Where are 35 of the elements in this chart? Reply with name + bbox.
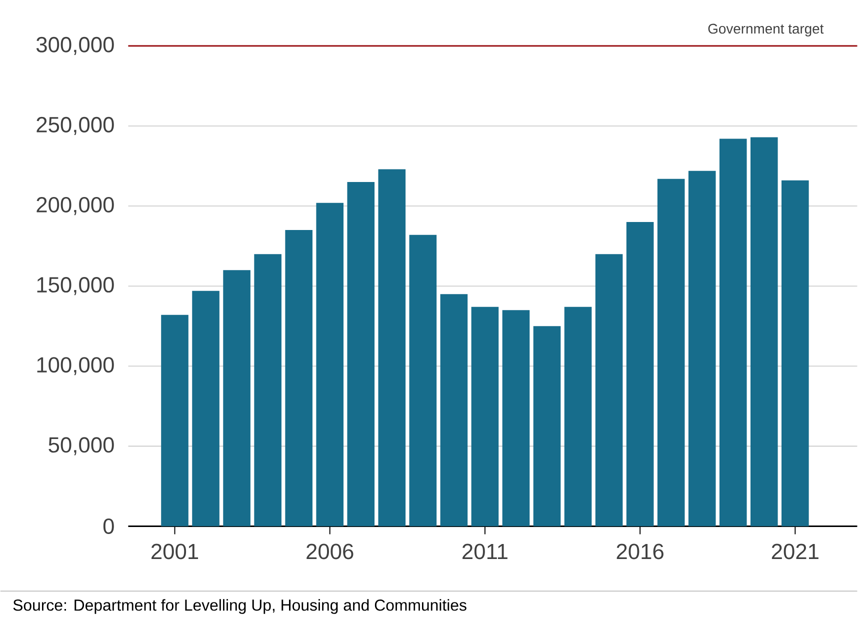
bar (285, 230, 312, 526)
bar (378, 169, 406, 526)
bar (688, 170, 716, 526)
bar (564, 306, 592, 526)
x-tick-label: 2001 (152, 544, 198, 560)
y-tick-label: 100,000 (37, 357, 114, 376)
y-tick-label: 300,000 (36, 36, 114, 55)
y-tick-label: 150,000 (37, 276, 114, 296)
bar (192, 290, 220, 526)
bar (750, 137, 778, 526)
bar (502, 310, 530, 526)
bar (316, 202, 344, 526)
y-tick-label: 250,000 (36, 116, 114, 135)
bar (347, 182, 375, 526)
bar (161, 314, 188, 526)
bar (223, 270, 250, 526)
bar (626, 222, 654, 526)
y-tick-label: 50,000 (48, 437, 114, 456)
x-tick-label: 2016 (616, 544, 664, 560)
y-tick-label: 200,000 (36, 196, 114, 216)
bar (471, 306, 499, 526)
bar (533, 326, 561, 526)
bar (409, 234, 437, 526)
bar (595, 254, 623, 526)
bar (440, 294, 468, 526)
y-tick-label: 0 (103, 518, 114, 534)
ref-line-label: Government target (708, 24, 824, 36)
source-note: Source: Department for Levelling Up, Housing and Communities (13, 599, 466, 614)
x-tick-label: 2006 (306, 544, 354, 560)
bar (719, 138, 747, 526)
bar (254, 254, 282, 526)
bar (782, 180, 809, 526)
x-tick-label: 2011 (462, 544, 508, 560)
x-tick-label: 2021 (772, 544, 818, 560)
bar (657, 178, 685, 526)
